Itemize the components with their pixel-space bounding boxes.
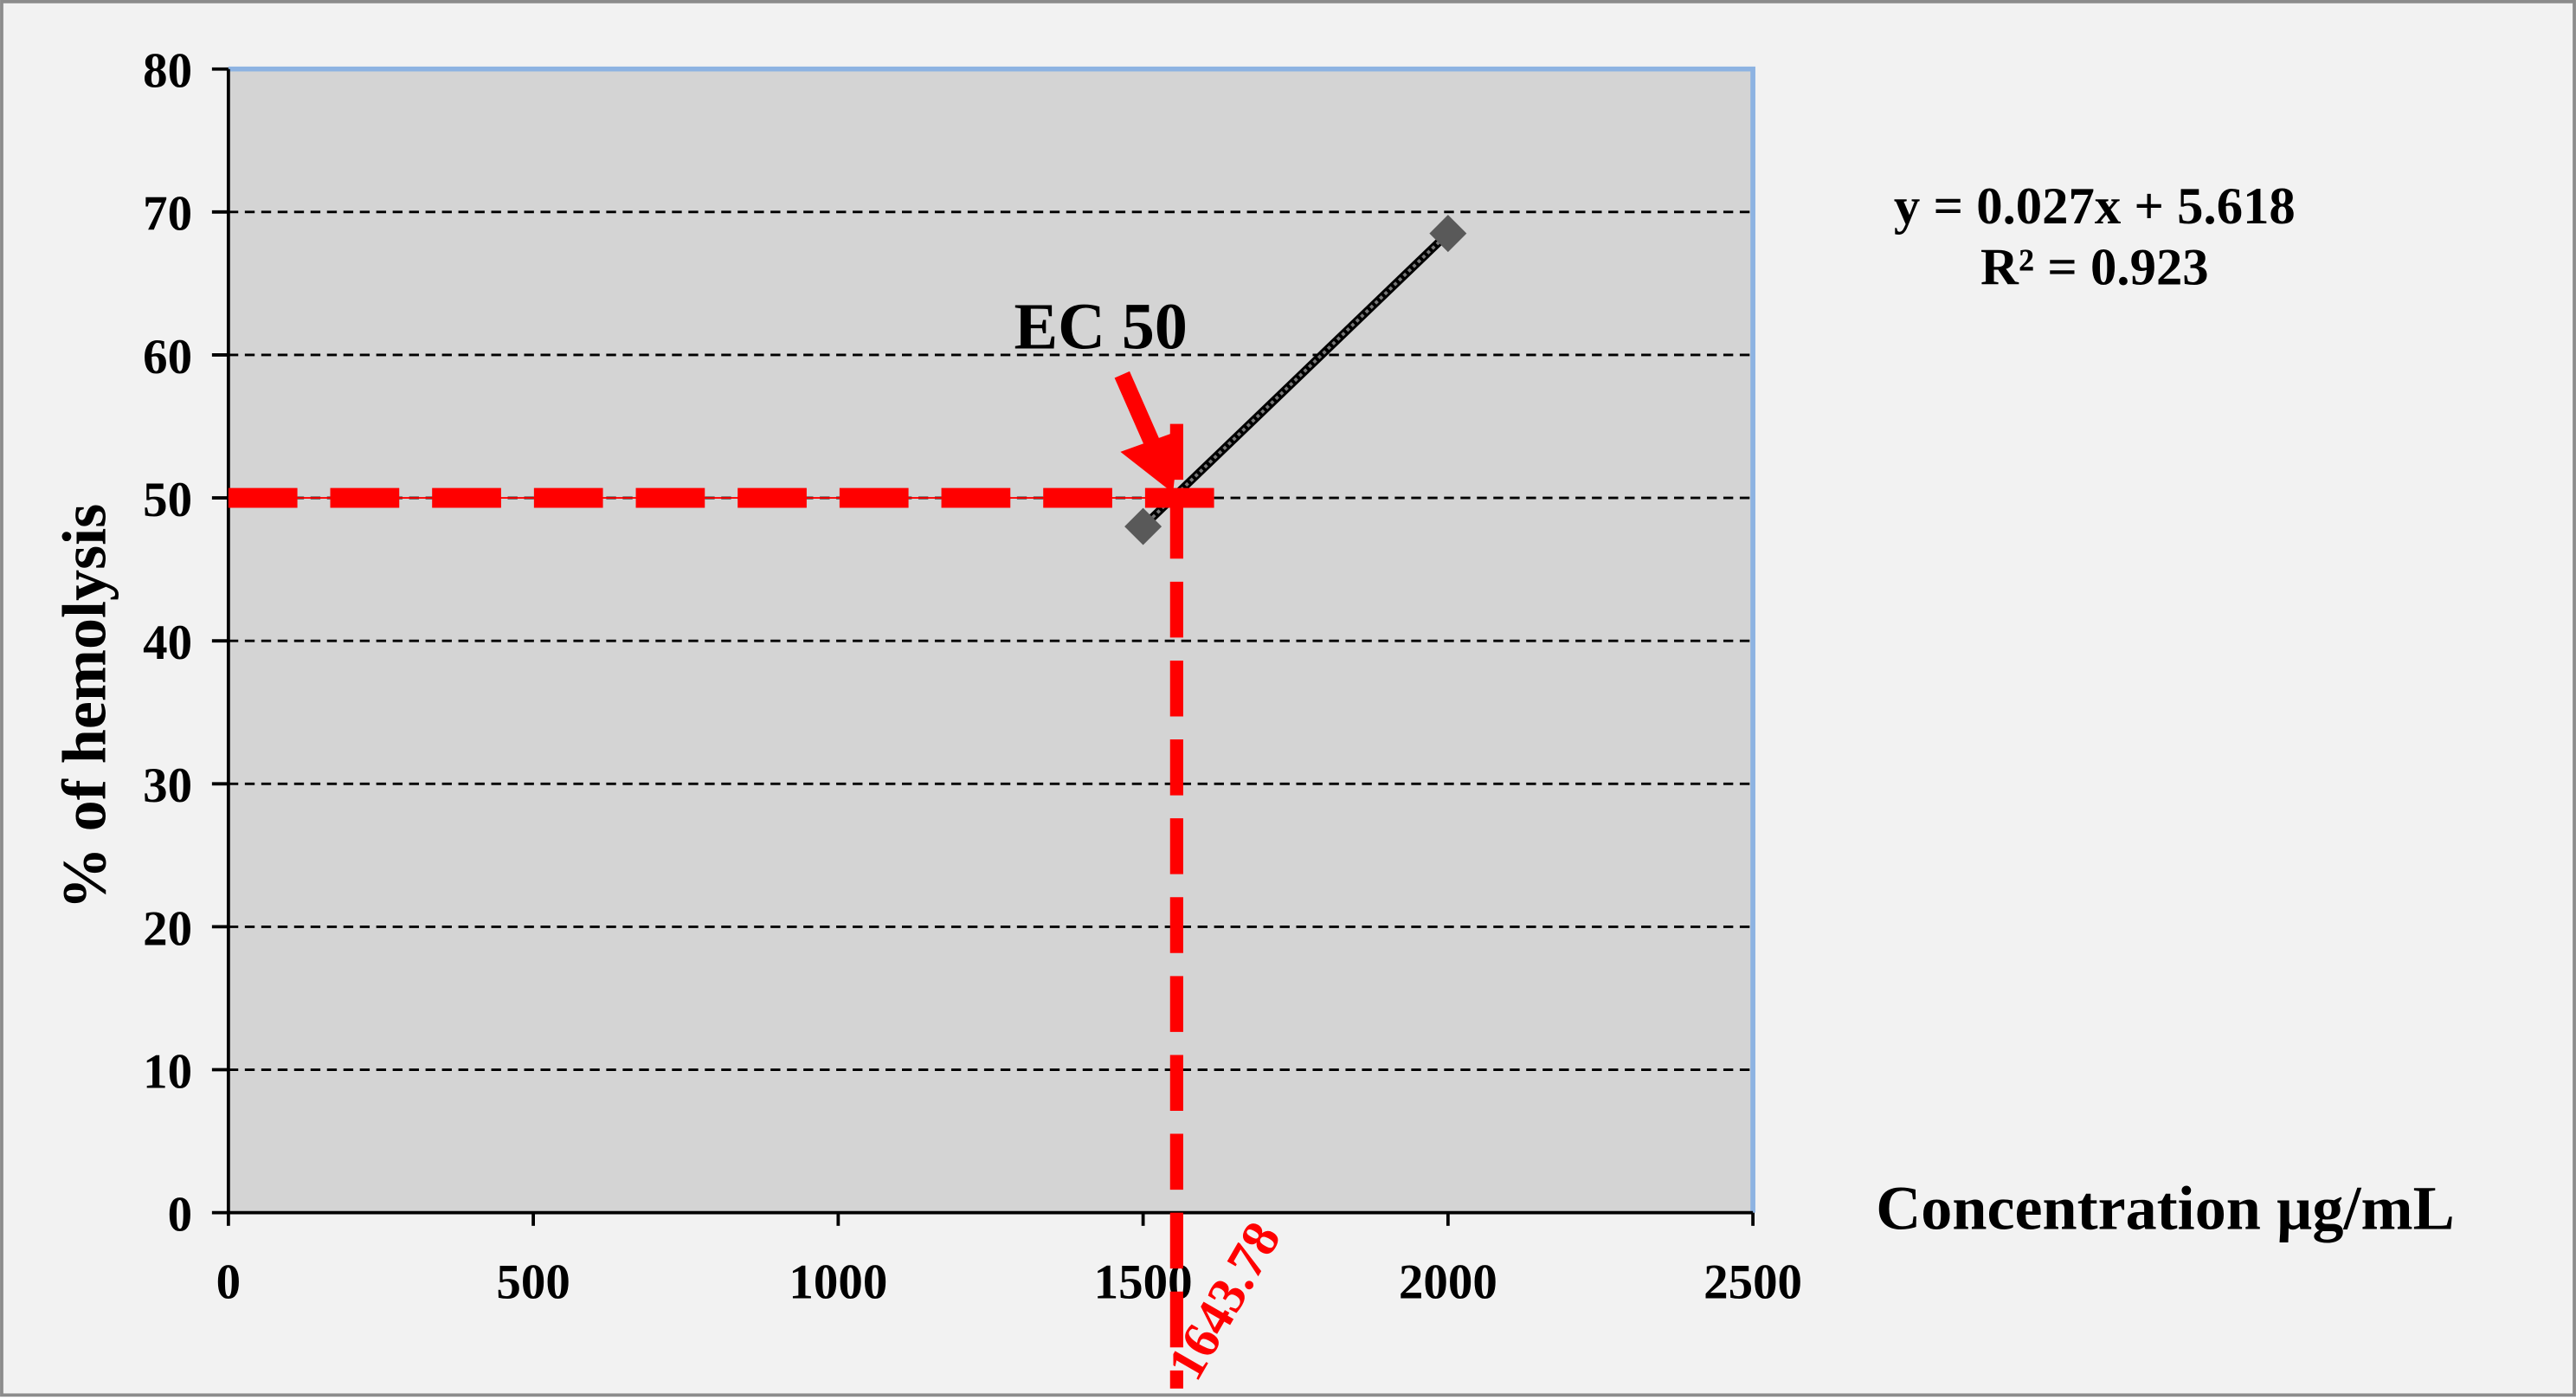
arrow-head — [1120, 430, 1180, 494]
r-squared: R² = 0.923 — [1980, 238, 2209, 296]
x-tick-label: 1000 — [789, 1255, 887, 1309]
x-axis-title: Concentration µg/mL — [1876, 1174, 2454, 1243]
y-tick-label: 70 — [143, 187, 192, 242]
trendline-equation: y = 0.027x + 5.618 — [1894, 177, 2296, 235]
x-tick-label: 2000 — [1399, 1255, 1497, 1309]
x-tick-label: 500 — [496, 1255, 570, 1309]
y-tick-label: 50 — [143, 473, 192, 527]
x-tick-label: 0 — [216, 1255, 241, 1309]
point — [1124, 507, 1162, 545]
y-tick-label: 0 — [168, 1188, 192, 1242]
plot-border — [228, 66, 1755, 1213]
y-tick-label: 30 — [143, 758, 192, 813]
x-tick-label: 2500 — [1703, 1255, 1802, 1309]
series-line-inner — [1142, 232, 1450, 528]
y-tick-label: 80 — [143, 44, 192, 99]
annotation: EC 50 — [1014, 290, 1187, 363]
y-axis-title: % of hemolysis — [50, 504, 119, 910]
y-tick-label: 20 — [143, 901, 192, 956]
y-tick-label: 40 — [143, 616, 192, 670]
y-tick-label: 60 — [143, 330, 192, 384]
y-tick-label: 10 — [143, 1044, 192, 1099]
